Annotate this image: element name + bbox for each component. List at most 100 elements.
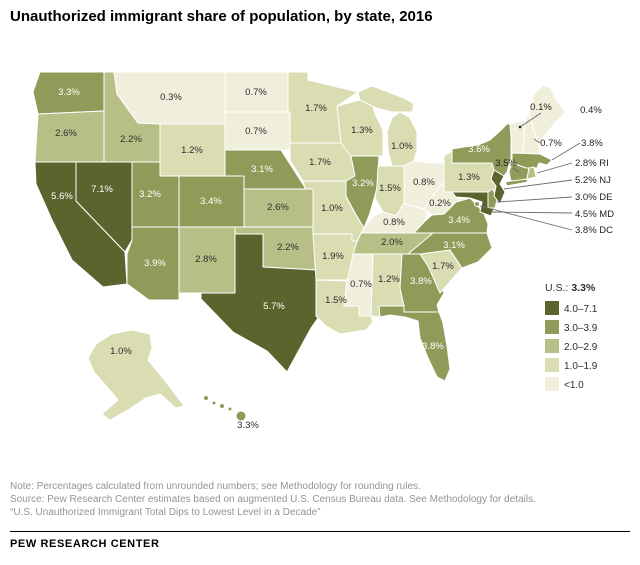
legend-label-2: 2.0–2.9 xyxy=(564,342,598,353)
state-label-fl: 3.8% xyxy=(422,341,444,352)
state-mi-lower-peninsula xyxy=(386,111,418,167)
state-label-wi: 1.3% xyxy=(351,125,373,136)
state-label-ca: 5.6% xyxy=(51,191,73,202)
leader-line-ma xyxy=(551,142,581,161)
legend-label-4: <1.0 xyxy=(564,380,584,391)
state-dc xyxy=(474,201,480,207)
state-label-nc: 3.1% xyxy=(443,240,465,251)
state-tx xyxy=(200,233,319,373)
state-nj xyxy=(490,169,506,205)
state-label-mi: 1.0% xyxy=(391,141,413,152)
state-label-al: 1.2% xyxy=(378,274,400,285)
leader-line-vt xyxy=(519,112,542,128)
callout-label-md: 4.5% MD xyxy=(575,209,614,220)
callout-label-nj: 5.2% NJ xyxy=(575,175,611,186)
us-choropleth-map: 3.3% 2.6% 5.6% 7.1% 2.2% 0.3% 1.2% 3.2% … xyxy=(32,71,614,431)
state-label-il: 3.2% xyxy=(352,178,374,189)
legend-label-1: 3.0–3.9 xyxy=(564,323,598,334)
callout-label-vt: 0.1% xyxy=(530,102,552,113)
state-label-nm: 2.8% xyxy=(195,254,217,265)
callout-label-nh: 0.7% xyxy=(540,138,562,149)
legend-swatch-2 xyxy=(545,339,559,353)
state-label-ky: 0.8% xyxy=(383,217,405,228)
state-wv xyxy=(423,180,471,216)
leader-line-dc xyxy=(479,205,573,231)
legend-label-0: 4.0–7.1 xyxy=(564,304,598,315)
state-label-wa: 3.3% xyxy=(58,87,80,98)
footer-divider xyxy=(10,531,630,532)
legend-label-3: 1.0–1.9 xyxy=(564,361,598,372)
legend: U.S.: 3.3% 4.0–7.1 3.0–3.9 2.0–2.9 1.0–1.… xyxy=(545,282,598,391)
state-label-tn: 2.0% xyxy=(381,237,403,248)
state-label-la: 1.5% xyxy=(325,295,347,306)
state-label-mo: 1.0% xyxy=(321,203,343,214)
leader-line-ri xyxy=(536,162,573,174)
legend-swatch-0 xyxy=(545,301,559,315)
state-ny xyxy=(451,122,529,187)
state-de xyxy=(487,188,498,209)
state-label-va: 3.4% xyxy=(448,215,470,226)
state-me xyxy=(528,84,567,144)
state-label-co: 3.4% xyxy=(200,196,222,207)
callout-labels: 0.1% 0.4% 0.7% 3.8% 3.5% 2.8% RI 5.2% NJ… xyxy=(495,102,614,236)
footnotes: Note: Percentages calculated from unroun… xyxy=(10,480,630,519)
state-hi xyxy=(203,395,247,422)
state-label-id: 2.2% xyxy=(120,134,142,145)
source-text: Source: Pew Research Center estimates ba… xyxy=(10,494,536,505)
state-hi-island xyxy=(219,403,225,409)
pew-research-center-wordmark: PEW RESEARCH CENTER xyxy=(10,538,160,550)
state-label-or: 2.6% xyxy=(55,128,77,139)
state-label-ms: 0.7% xyxy=(350,279,372,290)
state-label-ga: 3.8% xyxy=(410,276,432,287)
state-label-ny: 3.6% xyxy=(468,144,490,155)
state-label-in: 1.5% xyxy=(379,183,401,194)
state-shapes xyxy=(32,71,567,422)
state-value-labels: 3.3% 2.6% 5.6% 7.1% 2.2% 0.3% 1.2% 3.2% … xyxy=(51,87,490,431)
leader-line-ct xyxy=(512,167,520,173)
state-ri xyxy=(526,166,537,180)
state-fl xyxy=(378,305,451,382)
state-label-wv: 0.2% xyxy=(429,198,451,209)
state-label-mt: 0.3% xyxy=(160,92,182,103)
report-title-text: “U.S. Unauthorized Immigrant Total Dips … xyxy=(10,507,321,518)
state-ny-mainland xyxy=(451,122,512,177)
leader-line-nj xyxy=(503,179,573,190)
state-label-wy: 1.2% xyxy=(181,145,203,156)
state-label-ok: 2.2% xyxy=(277,242,299,253)
callout-label-de: 3.0% DE xyxy=(575,192,613,203)
state-hi-island xyxy=(227,406,233,412)
callout-label-ct: 3.5% xyxy=(495,158,517,169)
state-mi-upper-peninsula xyxy=(357,85,415,113)
state-label-sd: 0.7% xyxy=(245,126,267,137)
state-label-ne: 3.1% xyxy=(251,164,273,175)
legend-swatch-3 xyxy=(545,358,559,372)
callout-label-ri: 2.8% RI xyxy=(575,158,609,169)
leader-dot-vt xyxy=(518,125,522,129)
state-label-hi: 3.3% xyxy=(237,420,259,431)
callout-label-me: 0.4% xyxy=(580,105,602,116)
state-hi-island xyxy=(211,400,217,406)
note-text: Note: Percentages calculated from unroun… xyxy=(10,481,421,492)
state-hi-island xyxy=(203,395,209,401)
leader-line-nh xyxy=(533,138,541,144)
state-label-pa: 1.3% xyxy=(458,172,480,183)
state-mi xyxy=(357,85,418,167)
state-nc xyxy=(407,232,493,269)
callout-label-dc: 3.8% DC xyxy=(575,225,613,236)
state-label-tx: 5.7% xyxy=(263,301,285,312)
legend-swatch-1 xyxy=(545,320,559,334)
callout-label-ma: 3.8% xyxy=(581,138,603,149)
state-label-sc: 1.7% xyxy=(432,261,454,272)
leader-line-de xyxy=(496,196,573,203)
state-label-oh: 0.8% xyxy=(413,177,435,188)
state-label-ut: 3.2% xyxy=(139,189,161,200)
state-label-ks: 2.6% xyxy=(267,202,289,213)
state-label-nd: 0.7% xyxy=(245,87,267,98)
state-label-ia: 1.7% xyxy=(309,157,331,168)
state-label-ar: 1.9% xyxy=(322,251,344,262)
state-ak xyxy=(87,329,185,421)
legend-swatch-4 xyxy=(545,377,559,391)
state-label-ak: 1.0% xyxy=(110,346,132,357)
state-label-az: 3.9% xyxy=(144,258,166,269)
us-average-label: U.S.: 3.3% xyxy=(545,282,596,294)
